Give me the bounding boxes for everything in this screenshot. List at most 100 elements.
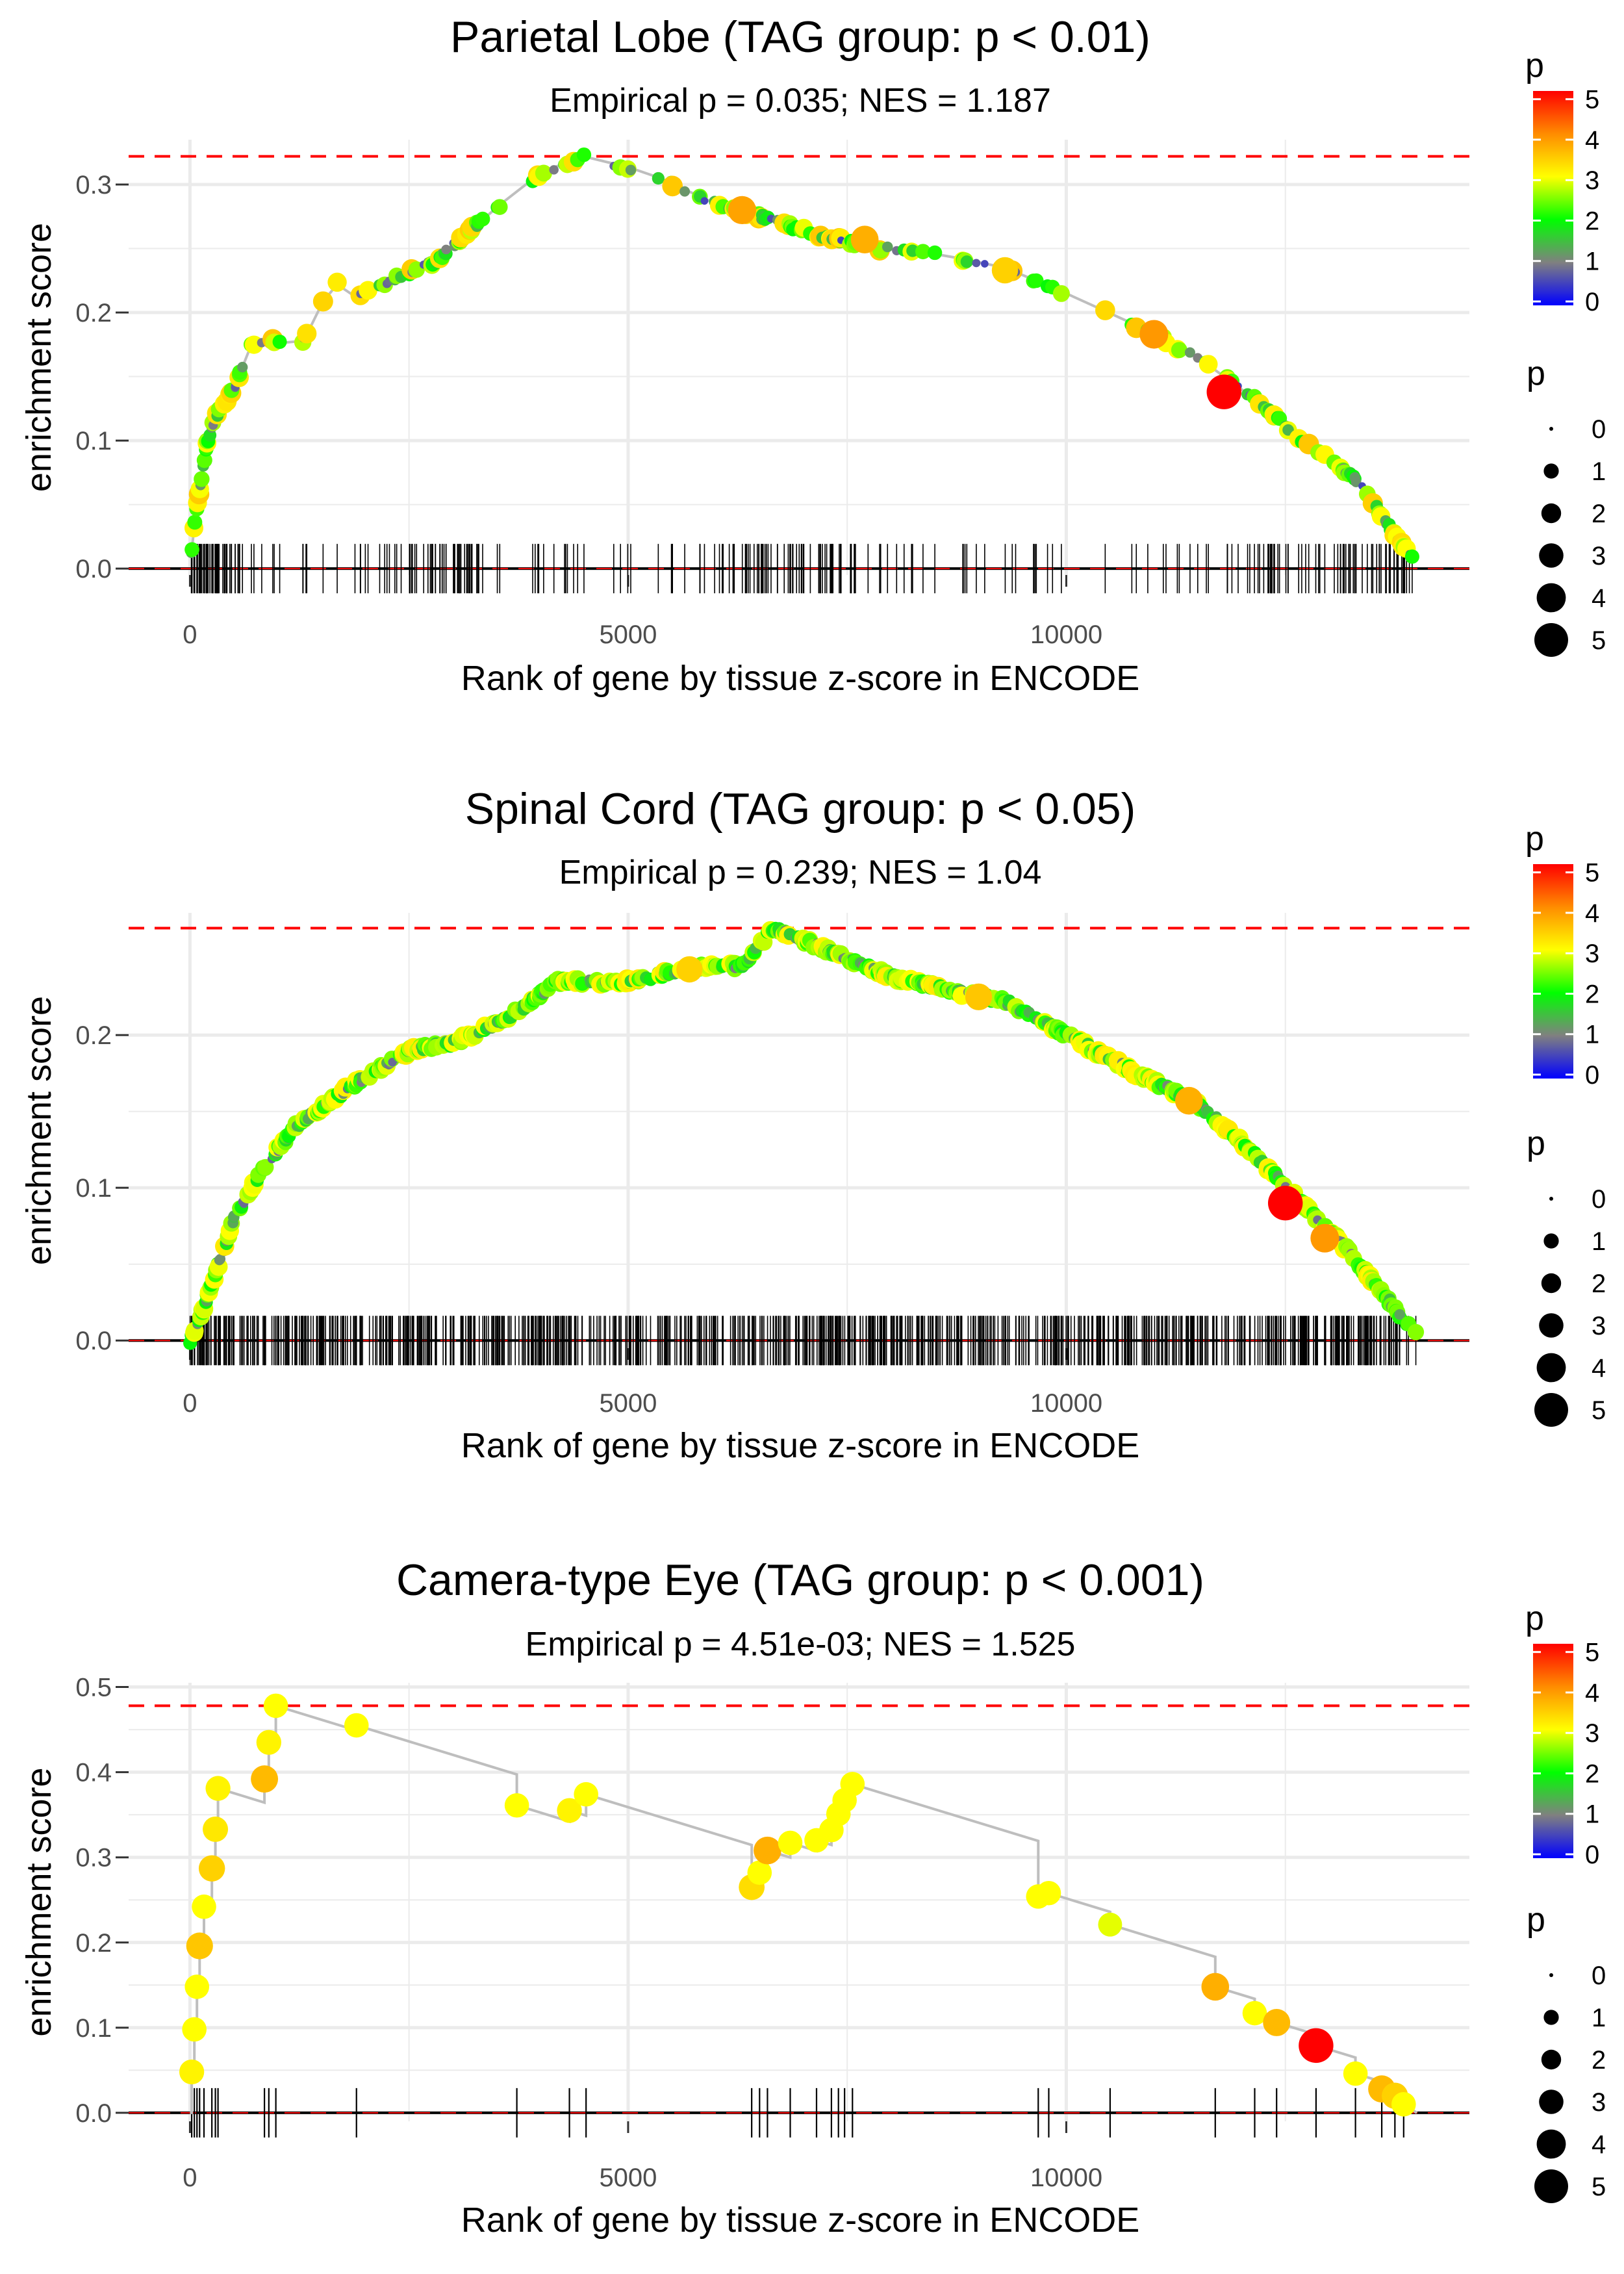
size-legend-label: 5 [1592,626,1606,655]
highlight-gene-point [1310,1223,1339,1253]
gene-point [187,515,203,530]
chart-panel-1: Parietal Lobe (TAG group: p < 0.01) Empir… [19,12,1606,698]
size-legend-dot [1549,1973,1553,1977]
highlight-gene-point [850,225,879,254]
y-tick-label: 0.2 [75,299,112,327]
size-legend-dot [1541,2049,1562,2070]
size-legend-label: 3 [1592,542,1606,570]
size-legend-label: 1 [1592,457,1606,486]
x-axis-label: Rank of gene by tissue z-score in ENCODE [461,2201,1139,2240]
gene-point [475,211,490,227]
gene-point [359,281,377,300]
gene-point [576,147,592,162]
gene-point [1242,2000,1267,2026]
gene-point [492,199,508,215]
gene-point [198,1855,225,1882]
gene-point [203,1816,229,1842]
gene-point [960,255,973,268]
gene-point [215,1253,226,1264]
y-tick-label: 0.2 [75,1021,112,1050]
size-legend-title: p [1527,1125,1545,1162]
gene-point [1052,285,1070,302]
highlight-gene-point [1174,1086,1203,1115]
gene-point [297,324,317,344]
chart-title: Spinal Cord (TAG group: p < 0.05) [465,784,1136,834]
enrichment-curve [190,1704,1418,2114]
gene-point [1095,300,1115,320]
chart-title: Camera-type Eye (TAG group: p < 0.001) [396,1555,1204,1605]
gene-point [747,1860,772,1885]
size-legend-dot [1534,623,1568,657]
color-legend-label: 2 [1585,980,1599,1008]
gene-point [915,244,931,260]
size-legend-dot [1549,1197,1553,1201]
y-tick-label: 0.1 [75,1174,112,1203]
size-legend-label: 0 [1592,1961,1606,1990]
gene-point [1408,1323,1425,1340]
size-legend-label: 0 [1592,415,1606,444]
color-legend-title: p [1525,47,1544,84]
gene-point [312,291,333,312]
gene-point [557,1798,582,1823]
gene-point [194,471,210,487]
size-legend-dot [1536,1353,1566,1383]
size-legend-dot [1543,1233,1559,1249]
size-legend-dot [1549,427,1553,431]
size-legend-dot [1534,1393,1568,1427]
gene-point [1201,1973,1230,2001]
gene-rank-rug [191,2088,1404,2138]
gene-point [1184,347,1195,358]
size-legend-dot [1536,583,1566,613]
color-legend-label: 1 [1585,1021,1599,1049]
gene-point [344,1713,369,1738]
size-legend-label: 2 [1592,1270,1606,1298]
chart-subtitle: Empirical p = 4.51e-03; NES = 1.525 [526,1626,1076,1663]
gene-rank-rug [190,544,1413,594]
size-legend-label: 3 [1592,2088,1606,2117]
size-legend-label: 5 [1592,2173,1606,2201]
size-legend-dot [1534,2169,1568,2203]
gene-point [256,1730,282,1755]
y-axis-label: enrichment score [19,996,58,1265]
size-legend-label: 1 [1592,2004,1606,2032]
x-axis-label: Rank of gene by tissue z-score in ENCODE [461,659,1139,698]
highlight-gene-point [676,956,703,983]
color-legend: p 0 1 2 3 4 5 [1525,47,1599,316]
gene-point [700,197,709,205]
size-legend-label: 1 [1592,1227,1606,1256]
gene-point [192,1894,216,1919]
size-legend-title: p [1527,1901,1545,1939]
gene-point [441,244,451,255]
gene-point [1343,2061,1368,2086]
size-legend-dot [1536,2129,1566,2159]
gene-point [184,1974,210,1999]
color-legend-label: 1 [1585,1800,1599,1829]
color-legend-label: 3 [1585,1719,1599,1748]
gene-point [327,272,347,292]
gene-point [251,1765,279,1793]
gene-point [1199,355,1218,374]
color-legend-label: 2 [1585,207,1599,235]
gene-point [263,1693,288,1718]
highlight-gene-point [991,257,1019,284]
y-tick-label: 0.5 [75,1674,112,1702]
gene-point [186,1932,213,1960]
enrichment-curve [190,155,1414,559]
gene-point [1263,2009,1291,2036]
color-legend-label: 4 [1585,899,1599,928]
gene-point [196,452,212,468]
gene-point [679,186,691,197]
gene-point [549,165,559,175]
gene-point [1299,2028,1334,2063]
gene-point [205,1776,231,1801]
chart-title: Parietal Lobe (TAG group: p < 0.01) [450,12,1150,62]
highlight-gene-point [1267,1185,1303,1221]
size-legend-dot [1539,2089,1564,2114]
size-legend-dot [1539,1313,1564,1338]
gene-point [1282,424,1294,436]
color-legend-bar [1533,864,1573,1079]
x-tick-label: 0 [183,620,197,649]
color-legend-label: 0 [1585,1841,1599,1869]
color-legend-bar [1533,1644,1573,1858]
